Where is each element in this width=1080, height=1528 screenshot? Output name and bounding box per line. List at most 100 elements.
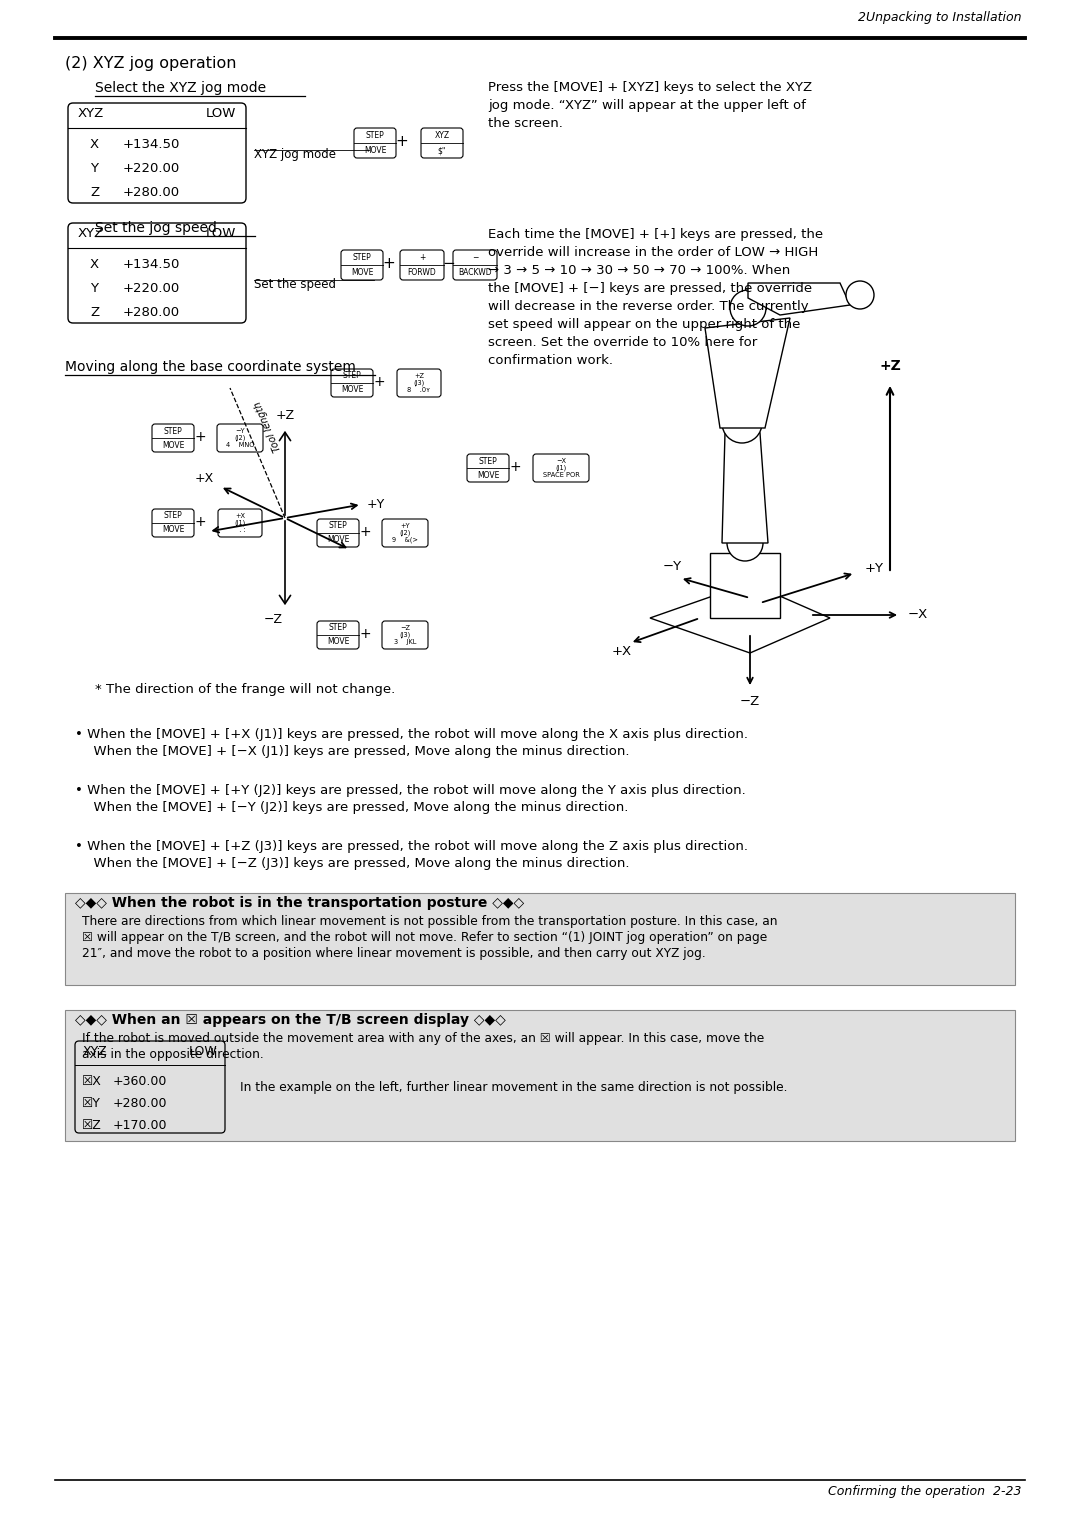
Text: MOVE: MOVE (327, 535, 349, 544)
Polygon shape (723, 432, 768, 542)
Text: • When the [MOVE] + [+X (J1)] keys are pressed, the robot will move along the X : • When the [MOVE] + [+X (J1)] keys are p… (75, 727, 748, 741)
Text: +X: +X (612, 645, 632, 659)
Circle shape (727, 526, 762, 561)
Text: * The direction of the frange will not change.: * The direction of the frange will not c… (95, 683, 395, 695)
FancyBboxPatch shape (75, 1041, 225, 1132)
Text: Z: Z (90, 306, 99, 319)
Text: Y: Y (90, 162, 98, 176)
Text: In the example on the left, further linear movement in the same direction is not: In the example on the left, further line… (240, 1080, 787, 1094)
Text: axis in the opposite direction.: axis in the opposite direction. (82, 1048, 264, 1060)
Text: BACKWD: BACKWD (458, 269, 491, 277)
Text: +Y: +Y (401, 523, 409, 529)
Text: +: + (360, 526, 370, 539)
Polygon shape (748, 283, 850, 315)
Text: Y: Y (90, 283, 98, 295)
Text: +280.00: +280.00 (123, 306, 180, 319)
Bar (65, 892, 1015, 986)
FancyBboxPatch shape (341, 251, 383, 280)
Text: (J1): (J1) (555, 465, 567, 471)
Text: +: + (194, 515, 206, 529)
Text: ☒Y: ☒Y (82, 1097, 100, 1109)
Text: 8    .0ʏ: 8 .0ʏ (407, 387, 431, 393)
Text: STEP: STEP (164, 426, 183, 435)
Text: +: + (194, 429, 206, 445)
FancyBboxPatch shape (467, 454, 509, 481)
FancyBboxPatch shape (400, 251, 444, 280)
Text: There are directions from which linear movement is not possible from the transpo: There are directions from which linear m… (82, 915, 778, 927)
Text: −X: −X (556, 458, 566, 465)
Text: SPACE POR: SPACE POR (542, 472, 580, 478)
Text: 2Unpacking to Installation: 2Unpacking to Installation (859, 11, 1022, 24)
FancyBboxPatch shape (217, 423, 264, 452)
Text: +: + (360, 626, 370, 642)
Text: −: − (472, 252, 478, 261)
FancyBboxPatch shape (421, 128, 463, 157)
Text: +: + (509, 460, 521, 474)
Text: ◇◆◇ When the robot is in the transportation posture ◇◆◇: ◇◆◇ When the robot is in the transportat… (75, 895, 524, 911)
Text: (J2): (J2) (400, 530, 410, 536)
Text: the [MOVE] + [−] keys are pressed, the override: the [MOVE] + [−] keys are pressed, the o… (488, 283, 812, 295)
Text: +280.00: +280.00 (123, 186, 180, 199)
Text: MOVE: MOVE (327, 637, 349, 646)
FancyBboxPatch shape (318, 620, 359, 649)
Text: XYZ: XYZ (78, 107, 105, 121)
Text: +170.00: +170.00 (113, 1118, 167, 1132)
Text: the screen.: the screen. (488, 118, 563, 130)
Text: +134.50: +134.50 (123, 258, 180, 270)
Text: Press the [MOVE] + [XYZ] keys to select the XYZ: Press the [MOVE] + [XYZ] keys to select … (488, 81, 812, 95)
Text: Set the jog speed: Set the jog speed (95, 222, 217, 235)
FancyBboxPatch shape (397, 368, 441, 397)
FancyBboxPatch shape (218, 509, 262, 536)
Text: set speed will appear on the upper right of the: set speed will appear on the upper right… (488, 318, 800, 332)
Text: 3    JKL: 3 JKL (394, 639, 416, 645)
FancyBboxPatch shape (354, 128, 396, 157)
FancyBboxPatch shape (68, 102, 246, 203)
FancyBboxPatch shape (68, 223, 246, 322)
FancyBboxPatch shape (453, 251, 497, 280)
Bar (65, 1010, 1015, 1141)
Text: (J1): (J1) (234, 520, 245, 526)
Text: STEP: STEP (366, 131, 384, 141)
Text: XYZ: XYZ (434, 131, 449, 139)
Text: Select the XYZ jog mode: Select the XYZ jog mode (95, 81, 266, 95)
Text: −Y: −Y (662, 559, 681, 573)
Text: 9    &(>: 9 &(> (392, 536, 418, 544)
Text: 4    MNO: 4 MNO (226, 442, 254, 448)
Text: STEP: STEP (328, 623, 348, 633)
Text: −X: −X (908, 608, 928, 622)
Text: LOW: LOW (205, 107, 237, 121)
Text: (J2): (J2) (234, 435, 245, 442)
Text: +X: +X (235, 513, 245, 520)
Text: LOW: LOW (188, 1045, 217, 1057)
Text: X: X (90, 138, 99, 151)
FancyBboxPatch shape (330, 368, 373, 397)
FancyBboxPatch shape (534, 454, 589, 481)
Text: Moving along the base coordinate system: Moving along the base coordinate system (65, 361, 356, 374)
Text: ◇◆◇ When an ☒ appears on the T/B screen display ◇◆◇: ◇◆◇ When an ☒ appears on the T/B screen … (75, 1013, 505, 1027)
Text: . :: . : (234, 527, 245, 533)
Text: screen. Set the override to 10% here for: screen. Set the override to 10% here for (488, 336, 757, 348)
Text: +280.00: +280.00 (113, 1097, 167, 1109)
Circle shape (730, 290, 766, 325)
Text: XYZ jog mode: XYZ jog mode (254, 148, 336, 160)
Polygon shape (650, 584, 831, 652)
Text: When the [MOVE] + [−X (J1)] keys are pressed, Move along the minus direction.: When the [MOVE] + [−X (J1)] keys are pre… (85, 746, 630, 758)
Text: (2) XYZ jog operation: (2) XYZ jog operation (65, 57, 237, 70)
Text: STEP: STEP (342, 371, 362, 380)
Text: Confirming the operation  2-23: Confirming the operation 2-23 (828, 1485, 1022, 1497)
Text: LOW: LOW (205, 228, 237, 240)
Text: MOVE: MOVE (341, 385, 363, 394)
Text: • When the [MOVE] + [+Z (J3)] keys are pressed, the robot will move along the Z : • When the [MOVE] + [+Z (J3)] keys are p… (75, 840, 748, 853)
Text: When the [MOVE] + [−Y (J2)] keys are pressed, Move along the minus direction.: When the [MOVE] + [−Y (J2)] keys are pre… (85, 801, 629, 814)
Text: Each time the [MOVE] + [+] keys are pressed, the: Each time the [MOVE] + [+] keys are pres… (488, 228, 823, 241)
Text: MOVE: MOVE (162, 526, 185, 535)
FancyBboxPatch shape (318, 520, 359, 547)
Text: +Z: +Z (275, 410, 295, 422)
Text: confirmation work.: confirmation work. (488, 354, 613, 367)
Text: 21″, and move the robot to a position where linear movement is possible, and the: 21″, and move the robot to a position wh… (82, 947, 705, 960)
Text: FORWD: FORWD (407, 269, 436, 277)
Text: +: + (382, 257, 395, 272)
Text: MOVE: MOVE (351, 267, 374, 277)
Text: XYZ: XYZ (83, 1045, 108, 1057)
Text: $": $" (437, 147, 446, 156)
